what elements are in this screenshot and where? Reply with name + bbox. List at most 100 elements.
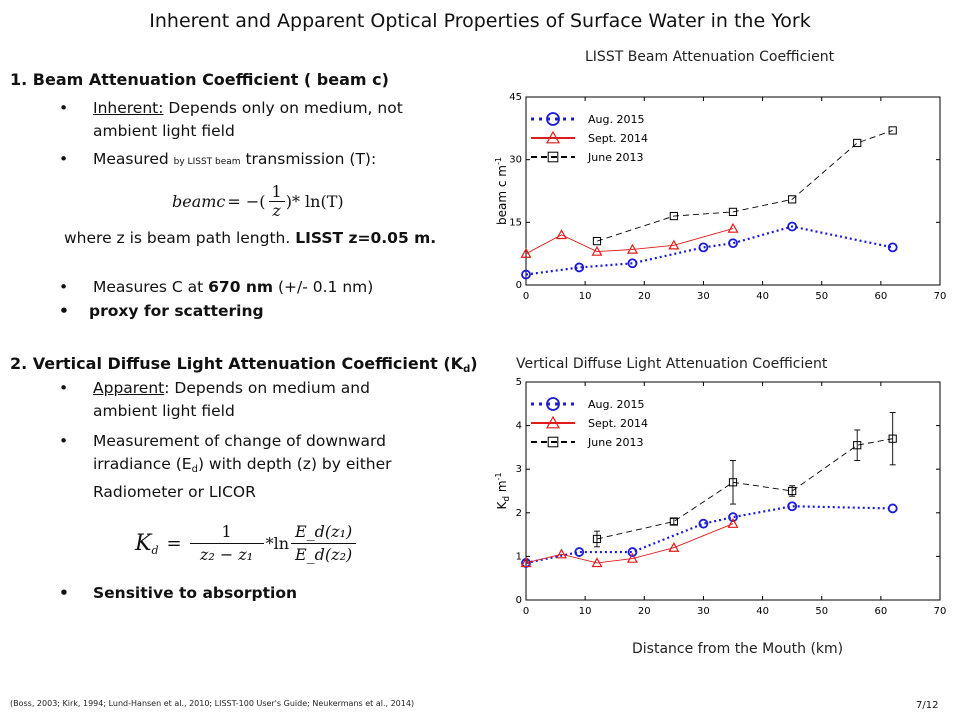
data-point-triangle <box>545 130 561 144</box>
data-point-circle <box>728 512 738 523</box>
data-point-square <box>728 478 738 487</box>
section-1-heading: 1. Beam Attenuation Coefficient ( beam c… <box>10 70 389 89</box>
data-point-triangle <box>555 229 568 240</box>
legend-label: Sept. 2014 <box>588 132 648 145</box>
bullet-inherent: • Inherent: Depends only on medium, not … <box>59 97 453 143</box>
absorption-text: Sensitive to absorption <box>93 584 298 602</box>
data-point-triangle <box>626 243 638 254</box>
bullet-absorption: • Sensitive to absorption <box>59 582 453 605</box>
chart-2-caption: Vertical Diffuse Light Attenuation Coeff… <box>516 356 828 372</box>
data-point-circle <box>887 242 898 253</box>
data-point-triangle <box>668 239 680 250</box>
x-tick-label: 40 <box>756 291 769 302</box>
legend-label: Aug. 2015 <box>588 398 644 411</box>
x-axis-caption: Distance from the Mouth (km) <box>632 641 844 657</box>
data-point-square <box>669 211 678 221</box>
data-point-circle <box>787 221 798 232</box>
measurement-text: Measurement of change of downward <box>93 432 386 450</box>
data-point-triangle <box>545 415 561 429</box>
slide-title: Inherent and Apparent Optical Properties… <box>149 10 811 32</box>
data-point-triangle <box>727 517 739 528</box>
x-tick-label: 50 <box>815 606 828 617</box>
x-tick-label: 50 <box>815 291 828 302</box>
x-tick-label: 0 <box>523 291 529 302</box>
y-axis-label: Kd m-1 <box>494 472 512 509</box>
formula-lhs: beamc <box>172 191 226 211</box>
data-point-circle <box>787 501 798 512</box>
data-point-circle <box>574 547 585 557</box>
data-point-circle <box>574 262 585 273</box>
measurement-text-4: Radiometer or LICOR <box>93 483 256 501</box>
bullet-dot: • <box>59 379 69 397</box>
data-point-triangle <box>591 245 603 256</box>
series-line <box>525 228 734 255</box>
x-tick-label: 20 <box>638 291 651 302</box>
y-tick-label: 30 <box>509 155 522 166</box>
kd-chart: 0 10 20 30 40 50 60 70 0 1 2 3 4 5 Kd m-1 Aug. 2015 Sept… <box>494 377 946 617</box>
wavelength-text-2: (+/- 0.1 nm) <box>273 278 374 296</box>
data-point-square <box>669 517 678 526</box>
bullet-measured: • Measured by LISST beam transmission (T… <box>59 148 453 174</box>
bullet-scattering: • proxy for scattering <box>59 300 449 323</box>
x-tick-label: 60 <box>874 291 887 302</box>
apparent-label: Apparent <box>93 379 165 397</box>
kd-num: 1 <box>189 521 264 544</box>
inherent-text: Depends only on medium, not <box>163 99 403 117</box>
series-line <box>525 523 734 564</box>
series-sept-2014 <box>520 222 739 258</box>
data-point-circle <box>546 397 560 411</box>
measurement-text-3: ) with depth (z) by either <box>197 455 392 473</box>
citation: (Boss, 2003; Kirk, 1994; Lund-Hansen et … <box>10 699 415 708</box>
data-point-circle <box>627 547 638 557</box>
inherent-text-2: ambient light field <box>93 122 235 140</box>
x-tick-label: 0 <box>523 606 529 617</box>
kd-ln: *ln <box>265 533 289 553</box>
bullet-dot: • <box>59 584 69 602</box>
legend-label: June 2013 <box>587 436 643 449</box>
y-tick-label: 3 <box>516 464 522 475</box>
chart-1-caption: LISST Beam Attenuation Coefficient <box>585 49 835 65</box>
series-line <box>596 438 893 540</box>
kd-fnum: E_d(z₁) <box>291 521 357 544</box>
series-aug-2015 <box>521 501 898 568</box>
measured-small: by LISST beam <box>173 157 241 167</box>
measurement-sub: d <box>191 464 198 475</box>
bullet-dot: • <box>59 432 69 450</box>
data-point-triangle <box>727 222 739 233</box>
data-point-triangle <box>555 548 568 559</box>
bullet-dot: • <box>59 150 69 168</box>
where-text: where z is beam path length. <box>64 229 296 247</box>
data-point-square <box>592 237 602 246</box>
bullet-dot: • <box>59 99 69 117</box>
data-point-triangle <box>520 557 532 568</box>
data-point-circle <box>698 518 709 529</box>
section-2-heading-text: 2. Vertical Diffuse Light Attenuation Co… <box>10 354 464 373</box>
data-point-square <box>853 138 862 148</box>
x-tick-label: 10 <box>579 291 592 302</box>
data-point-triangle <box>626 552 638 563</box>
scattering-text: proxy for scattering <box>89 302 264 320</box>
data-point-square <box>592 534 602 544</box>
series-aug-2015 <box>521 221 898 280</box>
kd-fraction-2: E_d(z₁) E_d(z₂) <box>291 521 357 566</box>
beam-c-chart: 0 10 20 30 40 50 60 70 0 15 30 45 beam c m-1 Aug. 201… <box>494 92 946 302</box>
plot-frame <box>525 96 941 286</box>
legend-label: June 2013 <box>587 151 643 164</box>
bullet-dot: • <box>59 278 69 296</box>
kd-fraction-1: 1 z₂ − z₁ <box>189 521 264 566</box>
kd-den: z₂ − z₁ <box>199 544 254 564</box>
plot-frame <box>525 381 941 601</box>
apparent-text: : Depends on medium and <box>164 379 370 397</box>
data-point-circle <box>698 242 709 253</box>
data-point-circle <box>728 238 738 249</box>
section-2-heading-end: ) <box>470 354 478 373</box>
data-point-square <box>547 151 559 163</box>
bullet-dot: • <box>59 302 69 320</box>
series-june-2013 <box>592 412 897 548</box>
formula-eq: = −( <box>227 191 266 211</box>
y-tick-label: 4 <box>516 421 522 432</box>
series-line <box>525 505 893 565</box>
formula-den: z <box>272 200 281 220</box>
bullet-measurement: • Measurement of change of downward irra… <box>59 430 463 504</box>
